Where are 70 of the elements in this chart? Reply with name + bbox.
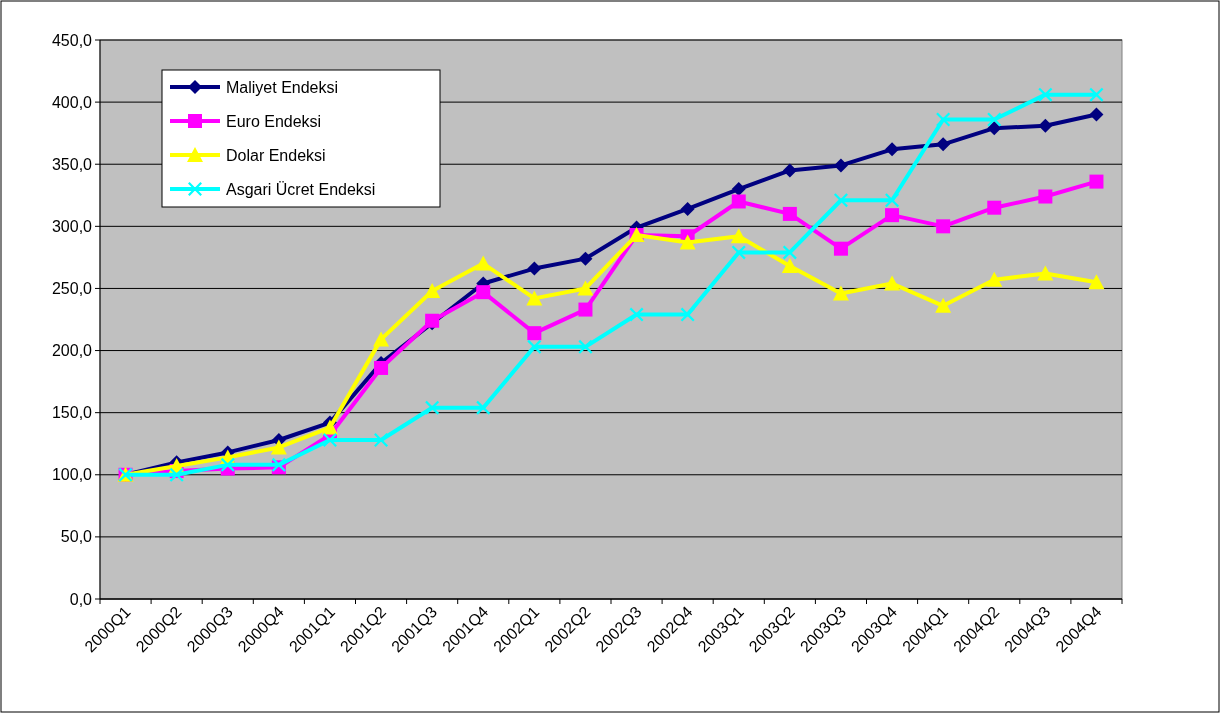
point: [527, 339, 542, 354]
point: [986, 271, 1003, 287]
point: [885, 208, 900, 223]
point: [424, 282, 441, 298]
point: [526, 290, 543, 306]
point: [527, 326, 542, 341]
point: [935, 297, 952, 313]
legend-label: Dolar Endeksi: [226, 146, 326, 164]
point: [987, 112, 1002, 127]
point: [833, 241, 848, 256]
point: [629, 307, 644, 322]
point: [1088, 274, 1105, 290]
y-tick-label: 300,0: [51, 217, 93, 235]
point: [833, 158, 848, 173]
point: [679, 234, 696, 250]
point: [730, 228, 747, 244]
y-tick-label: 450,0: [51, 31, 93, 49]
y-tick-label: 150,0: [51, 404, 93, 422]
point: [1089, 174, 1104, 189]
point: [936, 112, 951, 127]
point: [527, 261, 542, 276]
point: [832, 285, 849, 301]
legend-label: Euro Endeksi: [226, 112, 322, 130]
point: [731, 194, 746, 209]
point: [476, 285, 491, 300]
point: [578, 251, 593, 266]
point: [425, 400, 440, 415]
point: [578, 339, 593, 354]
point: [833, 193, 848, 208]
point: [987, 200, 1002, 215]
y-tick-label: 350,0: [51, 155, 93, 173]
point: [220, 457, 235, 472]
point: [1089, 107, 1104, 122]
point: [475, 255, 492, 271]
point: [731, 182, 746, 197]
point: [731, 245, 746, 260]
y-tick-label: 100,0: [51, 466, 93, 484]
point: [1038, 87, 1053, 102]
point: [374, 360, 389, 375]
point: [373, 331, 390, 347]
legend-label: Maliyet Endeksi: [226, 78, 339, 96]
point: [1038, 118, 1053, 133]
y-tick-label: 200,0: [51, 342, 93, 360]
point: [936, 219, 951, 234]
point: [885, 193, 900, 208]
y-tick-label: 250,0: [51, 280, 93, 298]
point: [1089, 87, 1104, 102]
point: [476, 400, 491, 415]
y-tick-label: 400,0: [51, 93, 93, 111]
point: [1037, 265, 1054, 281]
point: [680, 201, 695, 216]
point: [321, 419, 338, 435]
point: [781, 258, 798, 274]
point: [322, 433, 337, 447]
y-tick-label: 0,0: [69, 590, 93, 608]
point: [782, 206, 797, 221]
point: [270, 439, 287, 455]
point: [374, 433, 389, 447]
legend-label: Asgari Ücret Endeksi: [226, 180, 376, 198]
point: [782, 163, 797, 178]
point: [884, 275, 901, 291]
point: [885, 142, 900, 157]
y-tick-label: 50,0: [60, 528, 93, 546]
point: [987, 121, 1002, 136]
point: [680, 307, 695, 322]
point: [936, 137, 951, 152]
point: [577, 280, 594, 296]
point: [1038, 189, 1053, 204]
point: [578, 302, 593, 317]
point: [782, 245, 797, 260]
